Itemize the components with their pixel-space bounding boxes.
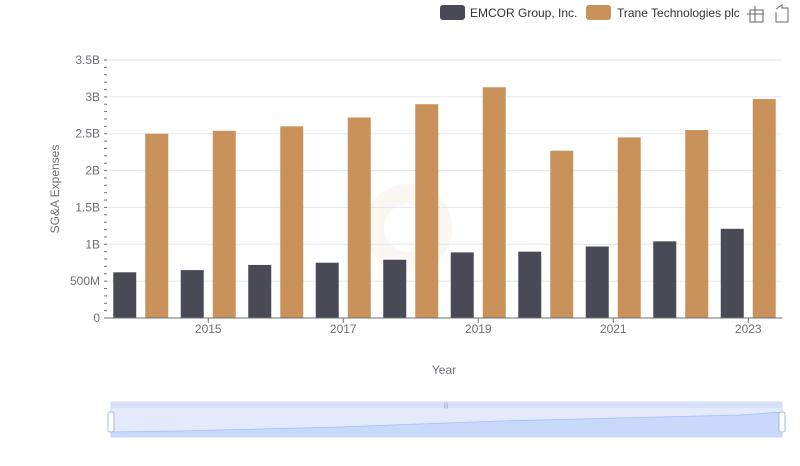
y-tick-label: 3.5B (75, 53, 100, 67)
bar-emcor-2015[interactable] (180, 270, 204, 318)
y-axis-ticks: 0 500M 1B 1.5B 2B 2.5B 3B 3.5B (70, 53, 107, 325)
legend: EMCOR Group, Inc. Trane Technologies plc (440, 5, 740, 20)
bar-emcor-2020[interactable] (518, 251, 542, 318)
y-axis-title: SG&A Expenses (48, 145, 62, 234)
legend-swatch-emcor (440, 5, 465, 20)
legend-label-emcor: EMCOR Group, Inc. (470, 6, 577, 20)
x-tick-label: 2023 (735, 322, 762, 336)
y-tick-label: 1B (85, 237, 100, 251)
bar-emcor-2021[interactable] (585, 246, 609, 318)
bar-emcor-2014[interactable] (113, 272, 137, 318)
x-tick-label: 2021 (600, 322, 627, 336)
bar-emcor-2016[interactable] (248, 264, 272, 318)
y-tick-label: 2B (85, 164, 100, 178)
y-tick-label: 2.5B (75, 127, 100, 141)
bar-trane-2019[interactable] (482, 87, 506, 318)
bar-emcor-2018[interactable] (383, 259, 407, 318)
bar-trane-2016[interactable] (280, 126, 304, 318)
bar-trane-2023[interactable] (752, 99, 776, 318)
x-tick-label: 2017 (330, 322, 357, 336)
legend-item-emcor[interactable]: EMCOR Group, Inc. (440, 5, 577, 20)
bar-trane-2014[interactable] (145, 133, 169, 318)
watermark-logo (364, 184, 452, 272)
bar-trane-2017[interactable] (347, 117, 371, 318)
bars (113, 87, 776, 318)
bar-emcor-2022[interactable] (653, 241, 677, 318)
data-zoom-handle-left[interactable] (107, 411, 115, 433)
y-tick-label: 1.5B (75, 200, 100, 214)
bar-trane-2022[interactable] (685, 130, 709, 318)
y-tick-label: 0 (93, 311, 100, 325)
legend-label-trane: Trane Technologies plc (617, 6, 740, 20)
data-zoom-slider[interactable]: ||| (107, 401, 786, 438)
bar-trane-2021[interactable] (617, 137, 641, 318)
svg-text:|||: ||| (444, 403, 449, 409)
x-tick-label: 2015 (195, 322, 222, 336)
legend-item-trane[interactable]: Trane Technologies plc (586, 5, 740, 20)
y-tick-label: 3B (85, 90, 100, 104)
restore-icon[interactable] (775, 4, 789, 23)
bar-trane-2018[interactable] (415, 104, 439, 318)
data-zoom-top-bar[interactable] (111, 402, 782, 408)
bar-trane-2015[interactable] (212, 130, 236, 318)
bar-emcor-2019[interactable] (450, 252, 474, 318)
bar-emcor-2017[interactable] (315, 262, 339, 318)
x-tick-label: 2019 (465, 322, 492, 336)
y-tick-label: 500M (70, 274, 100, 288)
bar-emcor-2023[interactable] (720, 228, 744, 318)
x-axis: 2015 2017 2019 2021 2023 (107, 317, 782, 336)
data-zoom-handle-right[interactable] (778, 411, 786, 433)
zoom-icon[interactable] (747, 6, 764, 23)
x-axis-title: Year (432, 363, 456, 377)
legend-swatch-trane (586, 5, 611, 20)
bar-trane-2020[interactable] (550, 150, 574, 318)
